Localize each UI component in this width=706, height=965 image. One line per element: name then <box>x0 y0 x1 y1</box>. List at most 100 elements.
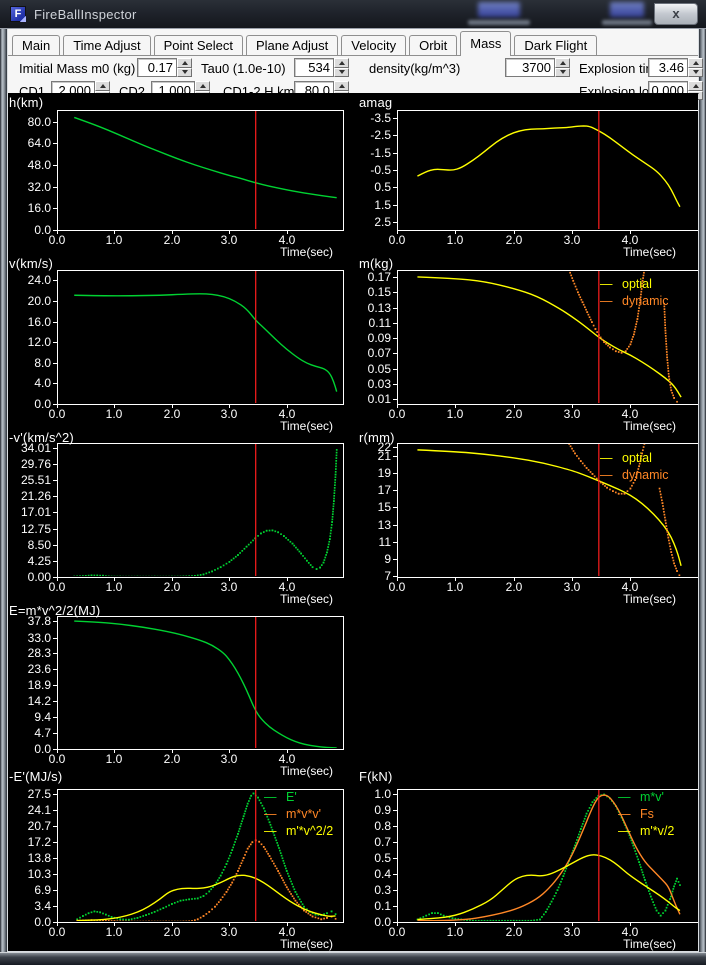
window-frame-right <box>699 29 706 952</box>
chart-legend: — optial — dynamic <box>600 450 669 484</box>
legend-item: — m'*v^2/2 <box>264 823 333 840</box>
chart-canvas <box>8 95 354 264</box>
tab-orbit[interactable]: Orbit <box>409 35 458 55</box>
density-stepper[interactable] <box>555 58 570 77</box>
legend-item: — E' <box>264 789 333 806</box>
chart-r: r(mm)—optial—dynamic <box>354 430 698 611</box>
explosion-time-field[interactable]: 3.46 <box>648 58 688 77</box>
density-value: 3700 <box>522 60 551 75</box>
legend-item: — m'*v/2 <box>618 823 674 840</box>
chart-canvas <box>8 430 354 611</box>
spin-up-icon <box>688 81 703 91</box>
chart-v: v(km/s) <box>8 256 354 438</box>
legend-swatch: — <box>618 807 631 821</box>
legend-swatch: — <box>600 468 613 482</box>
explosion-time-value: 3.46 <box>658 60 684 75</box>
legend-item: — m*v' <box>618 789 674 806</box>
legend-label: m'*v^2/2 <box>286 824 334 838</box>
chart-legend: — optial — dynamic <box>600 276 669 310</box>
spin-up-icon <box>177 58 192 68</box>
legend-swatch: — <box>264 790 277 804</box>
initial-mass-stepper[interactable] <box>177 58 192 77</box>
close-button[interactable]: x <box>654 3 698 25</box>
legend-item: — Fs <box>618 806 674 823</box>
chart-canvas <box>354 256 698 438</box>
chart-area: h(km) amag v(km/s) m(kg)—optial—dynamic … <box>8 93 698 951</box>
spin-up-icon <box>334 81 349 91</box>
chart-energy: E=m*v^2/2(MJ) <box>8 603 354 783</box>
client-area: Main Time Adjust Point Select Plane Adju… <box>7 29 703 952</box>
tab-main[interactable]: Main <box>12 35 61 55</box>
control-panel: Main Time Adjust Point Select Plane Adju… <box>8 29 703 100</box>
spin-up-icon <box>688 58 703 68</box>
tau0-label: Tau0 (1.0e-10) <box>201 61 286 76</box>
controls-row-1: Imitial Mass m0 (kg) 0.17 Tau0 (1.0e-10)… <box>8 58 703 80</box>
legend-item: — dynamic <box>600 467 669 484</box>
chart-energy-rate: -E'(MJ/s)—E'—m*v*v'—m'*v^2/2 <box>8 769 354 951</box>
legend-swatch: — <box>264 807 277 821</box>
tab-mass[interactable]: Mass <box>460 31 512 56</box>
chart-canvas <box>8 603 354 783</box>
spin-down-icon <box>555 67 570 77</box>
window-frame-left <box>0 29 7 952</box>
chart-canvas <box>8 769 354 951</box>
chart-deceleration: -v'(km/s^2) <box>8 430 354 611</box>
close-icon: x <box>672 6 680 21</box>
legend-label: dynamic <box>622 294 669 308</box>
spin-up-icon <box>555 58 570 68</box>
tab-time-adjust[interactable]: Time Adjust <box>63 35 151 55</box>
legend-swatch: — <box>600 451 613 465</box>
tab-point-select[interactable]: Point Select <box>153 35 243 55</box>
spin-up-icon <box>95 81 110 91</box>
density-label: density(kg/m^3) <box>369 61 461 76</box>
chart-amag: amag <box>354 95 698 264</box>
chart-legend: — m*v' — Fs — m'*v/2 <box>618 789 674 840</box>
spin-down-icon <box>688 67 703 77</box>
tau0-value: 534 <box>308 60 330 75</box>
initial-mass-label: Imitial Mass m0 (kg) <box>19 61 136 76</box>
density-field[interactable]: 3700 <box>505 58 555 77</box>
chart-canvas <box>354 95 698 264</box>
legend-label: Fs <box>640 807 654 821</box>
desktop-icon-label-ghost <box>468 20 530 25</box>
chart-canvas <box>8 256 354 438</box>
spin-down-icon <box>177 67 192 77</box>
legend-swatch: — <box>600 277 613 291</box>
legend-label: optial <box>622 451 652 465</box>
chart-legend: — E' — m*v*v' — m'*v^2/2 <box>264 789 333 840</box>
legend-label: m'*v/2 <box>640 824 675 838</box>
explosion-time-label: Explosion time <box>579 61 664 76</box>
tab-plane-adjust[interactable]: Plane Adjust <box>246 35 339 55</box>
legend-label: dynamic <box>622 468 669 482</box>
legend-item: — dynamic <box>600 293 669 310</box>
chart-canvas <box>354 430 698 611</box>
chart-canvas <box>354 769 698 951</box>
legend-label: optial <box>622 277 652 291</box>
legend-swatch: — <box>618 790 631 804</box>
tab-dark-flight[interactable]: Dark Flight <box>514 35 598 55</box>
legend-item: — optial <box>600 276 669 293</box>
legend-label: E' <box>286 790 297 804</box>
initial-mass-value: 0.17 <box>147 60 173 75</box>
tau0-field[interactable]: 534 <box>294 58 334 77</box>
legend-item: — m*v*v' <box>264 806 333 823</box>
legend-swatch: — <box>600 294 613 308</box>
chart-h-km: h(km) <box>8 95 354 264</box>
legend-label: m*v*v' <box>286 807 322 821</box>
desktop-icon-label-ghost <box>602 20 652 25</box>
explosion-time-stepper[interactable] <box>688 58 703 77</box>
titlebar[interactable]: F FireBallInspector x <box>0 0 706 29</box>
chart-m: m(kg)—optial—dynamic <box>354 256 698 438</box>
initial-mass-field[interactable]: 0.17 <box>137 58 177 77</box>
legend-swatch: — <box>264 824 277 838</box>
legend-swatch: — <box>618 824 631 838</box>
legend-label: m*v' <box>640 790 664 804</box>
app-icon-letter: F <box>14 8 22 20</box>
desktop-icon-ghost <box>478 2 520 17</box>
legend-item: — optial <box>600 450 669 467</box>
desktop-icon-ghost <box>610 2 644 17</box>
tau0-stepper[interactable] <box>334 58 349 77</box>
spin-up-icon <box>195 81 210 91</box>
tab-velocity[interactable]: Velocity <box>341 35 407 55</box>
